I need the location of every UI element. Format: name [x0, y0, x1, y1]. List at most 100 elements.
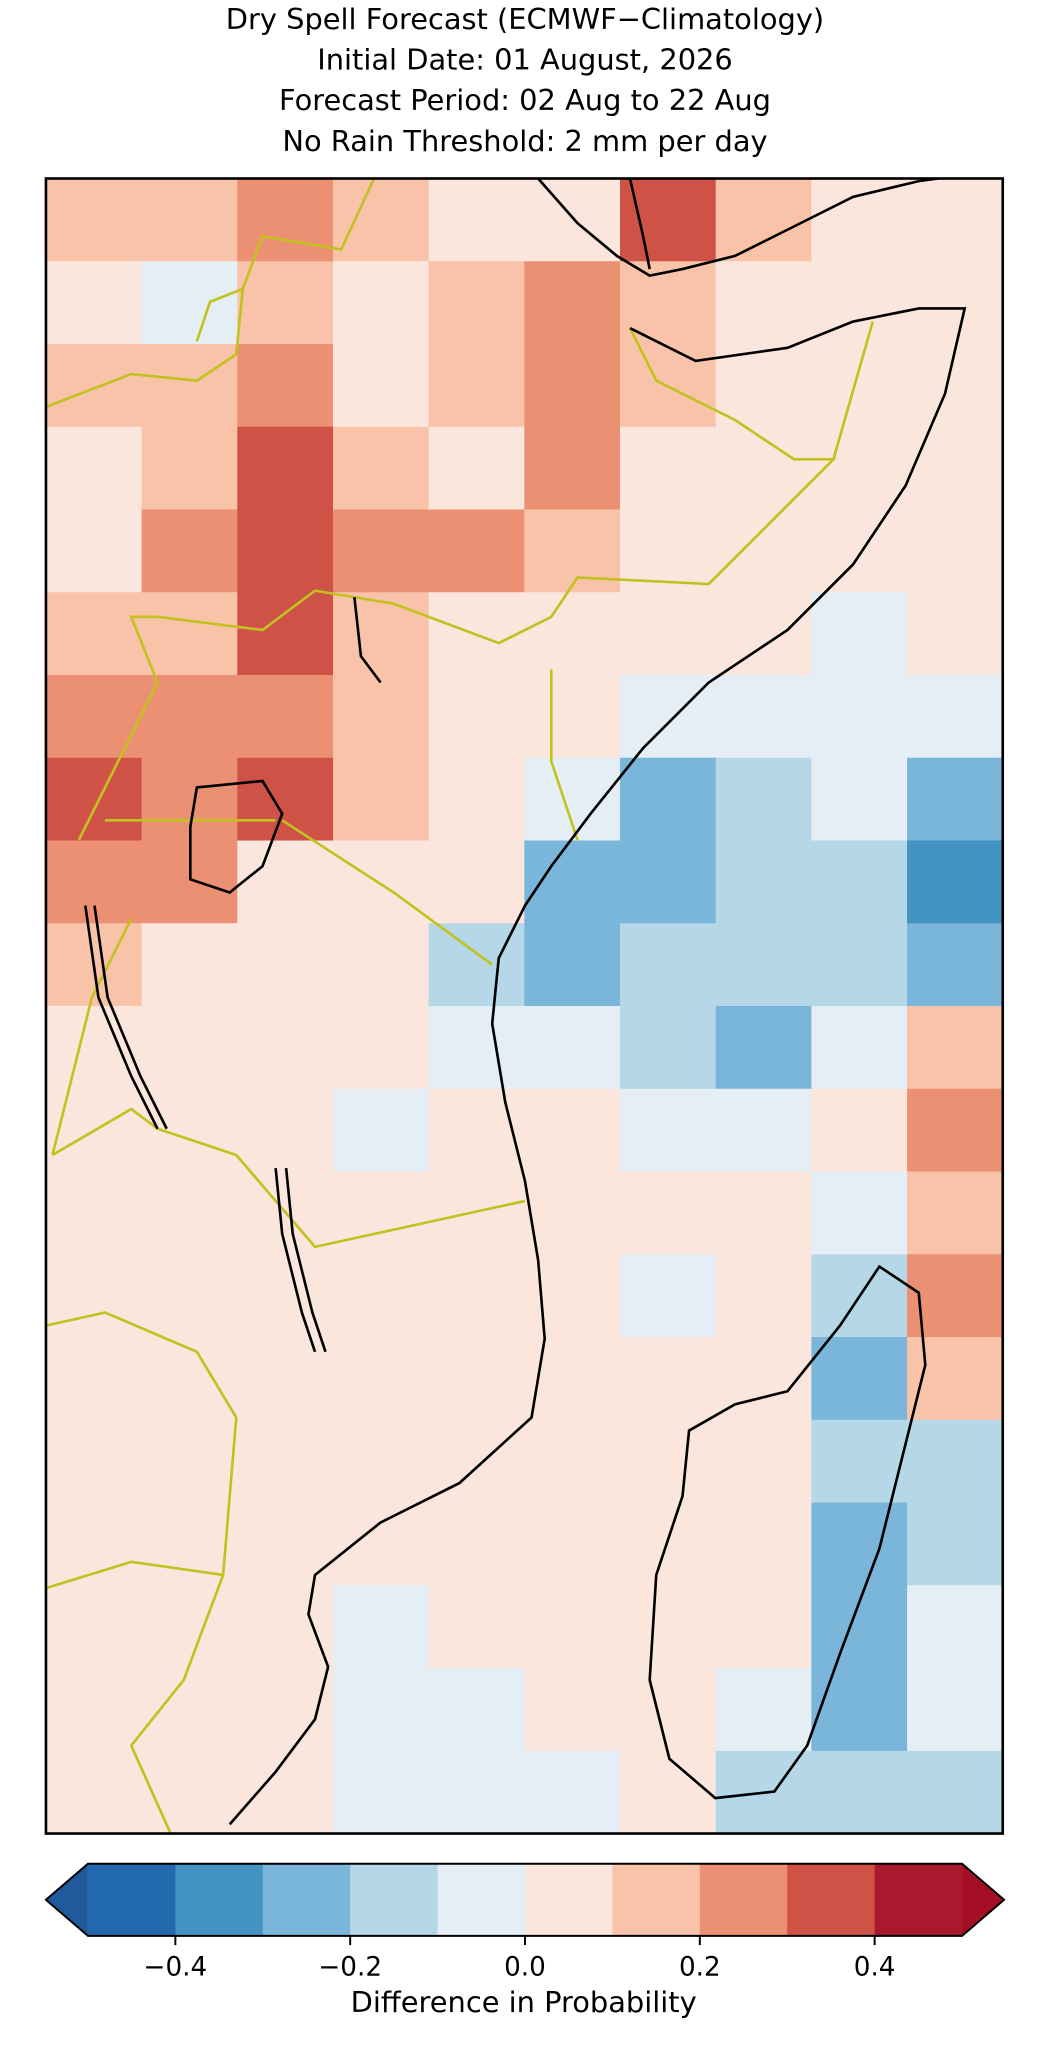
grid-cell	[715, 1668, 813, 1752]
grid-cell	[524, 344, 621, 428]
grid-cell	[237, 1337, 334, 1421]
colorbar-extend-low	[45, 1863, 88, 1936]
grid-cell	[715, 509, 813, 593]
lake-victoria	[189, 779, 284, 894]
grid-cell	[141, 261, 238, 345]
grid-cell	[332, 178, 430, 262]
grid-cell	[811, 509, 908, 593]
colorbar-tick-label: −0.4	[144, 1952, 208, 1982]
grid-cell	[45, 1337, 143, 1421]
grid-cell	[620, 509, 717, 593]
colorbar-tick-label: 0.0	[504, 1952, 546, 1982]
grid-cell	[141, 923, 238, 1007]
grid-cell	[332, 1171, 430, 1255]
colorbar-bin	[525, 1863, 613, 1936]
grid-cell	[332, 592, 430, 676]
raster	[45, 178, 1004, 1835]
grid-cell	[141, 1585, 238, 1669]
grid-cell	[811, 923, 908, 1007]
grid-cell	[237, 426, 334, 511]
grid-cell	[620, 1419, 717, 1504]
grid-cell	[811, 1006, 908, 1090]
grid-cell	[332, 1668, 430, 1752]
grid-cell	[45, 344, 143, 428]
border	[314, 327, 837, 645]
grid-cell	[811, 757, 908, 842]
title-line: Dry Spell Forecast (ECMWF−Climatology)	[226, 2, 824, 36]
coastline	[537, 177, 939, 278]
grid-cell	[141, 1502, 238, 1586]
grid-cell	[715, 1585, 813, 1669]
grid-cell	[332, 1254, 430, 1338]
grid-cell	[332, 1337, 430, 1421]
grid-cell	[332, 1502, 430, 1586]
grid-cell	[428, 1585, 525, 1669]
grid-cell	[811, 1419, 908, 1504]
colorbar-bin	[87, 1863, 176, 1936]
grid-cell	[907, 1254, 1004, 1338]
colorbar-bin	[699, 1863, 788, 1936]
grid-cell	[811, 344, 908, 428]
borders	[45, 177, 875, 1835]
grid-cell	[811, 1171, 908, 1255]
grid-cell	[907, 1668, 1004, 1752]
grid-cell	[428, 1171, 525, 1255]
grid-cell	[237, 675, 334, 759]
border	[832, 321, 875, 460]
grid-cell	[237, 509, 334, 593]
grid-cell	[907, 261, 1004, 345]
grid-cell	[45, 592, 143, 676]
grid-cell	[907, 1585, 1004, 1669]
lake-tanganyika	[84, 905, 168, 1130]
grid-cell	[620, 261, 717, 345]
grid-cell	[237, 1750, 334, 1835]
grid-cell	[715, 1171, 813, 1255]
grid-cell	[45, 426, 143, 511]
colorbar-bin	[612, 1863, 701, 1936]
grid-cell	[428, 1337, 525, 1421]
grid-cell	[811, 1088, 908, 1173]
grid-cell	[620, 592, 717, 676]
grid-cell	[715, 592, 813, 676]
grid-cell	[237, 757, 334, 842]
grid-cell	[524, 840, 621, 924]
grid-cell	[237, 1254, 334, 1338]
border	[549, 669, 579, 841]
border	[281, 819, 493, 966]
grid-cell	[524, 1337, 621, 1421]
grid-cell	[428, 426, 525, 511]
grid-cell	[524, 1088, 621, 1173]
colorbar-tick-label: −0.2	[318, 1952, 382, 1982]
coastlines	[84, 177, 967, 1826]
grid-cell	[237, 261, 334, 345]
grid-cell	[524, 261, 621, 345]
grid-cell	[332, 426, 430, 511]
grid-cell	[715, 1254, 813, 1338]
grid-cell	[907, 1088, 1004, 1173]
grid-cell	[428, 1254, 525, 1338]
border	[51, 1107, 526, 1249]
grid-cell	[428, 1502, 525, 1586]
grid-cell	[332, 1585, 430, 1669]
grid-cell	[237, 1668, 334, 1752]
grid-cell	[620, 1585, 717, 1669]
grid-cell	[428, 1668, 525, 1752]
grid-cell	[45, 675, 143, 759]
madagascar	[648, 1264, 927, 1800]
grid-cell	[620, 178, 717, 262]
grid-cell	[141, 1419, 238, 1504]
grid-cell	[907, 1006, 1004, 1090]
grid-cell	[620, 1750, 717, 1835]
grid-cell	[811, 840, 908, 924]
grid-cell	[620, 1088, 717, 1173]
grid-cell	[524, 426, 621, 511]
grid-cell	[332, 675, 430, 759]
grid-cell	[428, 757, 525, 842]
border	[77, 589, 316, 841]
grid-cell	[332, 1419, 430, 1504]
grid-cell	[620, 1668, 717, 1752]
grid-cell	[907, 1171, 1004, 1255]
grid-cell	[715, 923, 813, 1007]
